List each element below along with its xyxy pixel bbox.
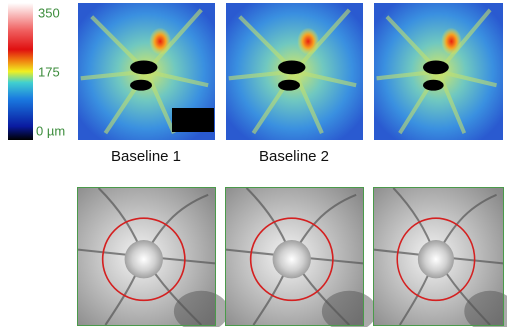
thickness-map	[226, 3, 363, 140]
page: 350 175 0 µm Baseline 1 Baseline 2 (() =…	[0, 0, 507, 327]
colorbar-label: 175	[38, 64, 60, 79]
fundus-image	[374, 188, 507, 327]
map-caption: Baseline 1	[111, 148, 181, 165]
fundus-image	[78, 188, 229, 327]
figure: 350 175 0 µm Baseline 1 Baseline 2	[0, 0, 507, 327]
colorbar	[8, 3, 33, 140]
map-caption: Baseline 2	[259, 148, 329, 165]
colorbar-label: 0 µm	[36, 123, 65, 138]
thickness-map	[374, 3, 503, 140]
colorbar-label: 350	[38, 5, 60, 20]
fundus-image	[226, 188, 377, 327]
missing-region	[172, 108, 214, 132]
